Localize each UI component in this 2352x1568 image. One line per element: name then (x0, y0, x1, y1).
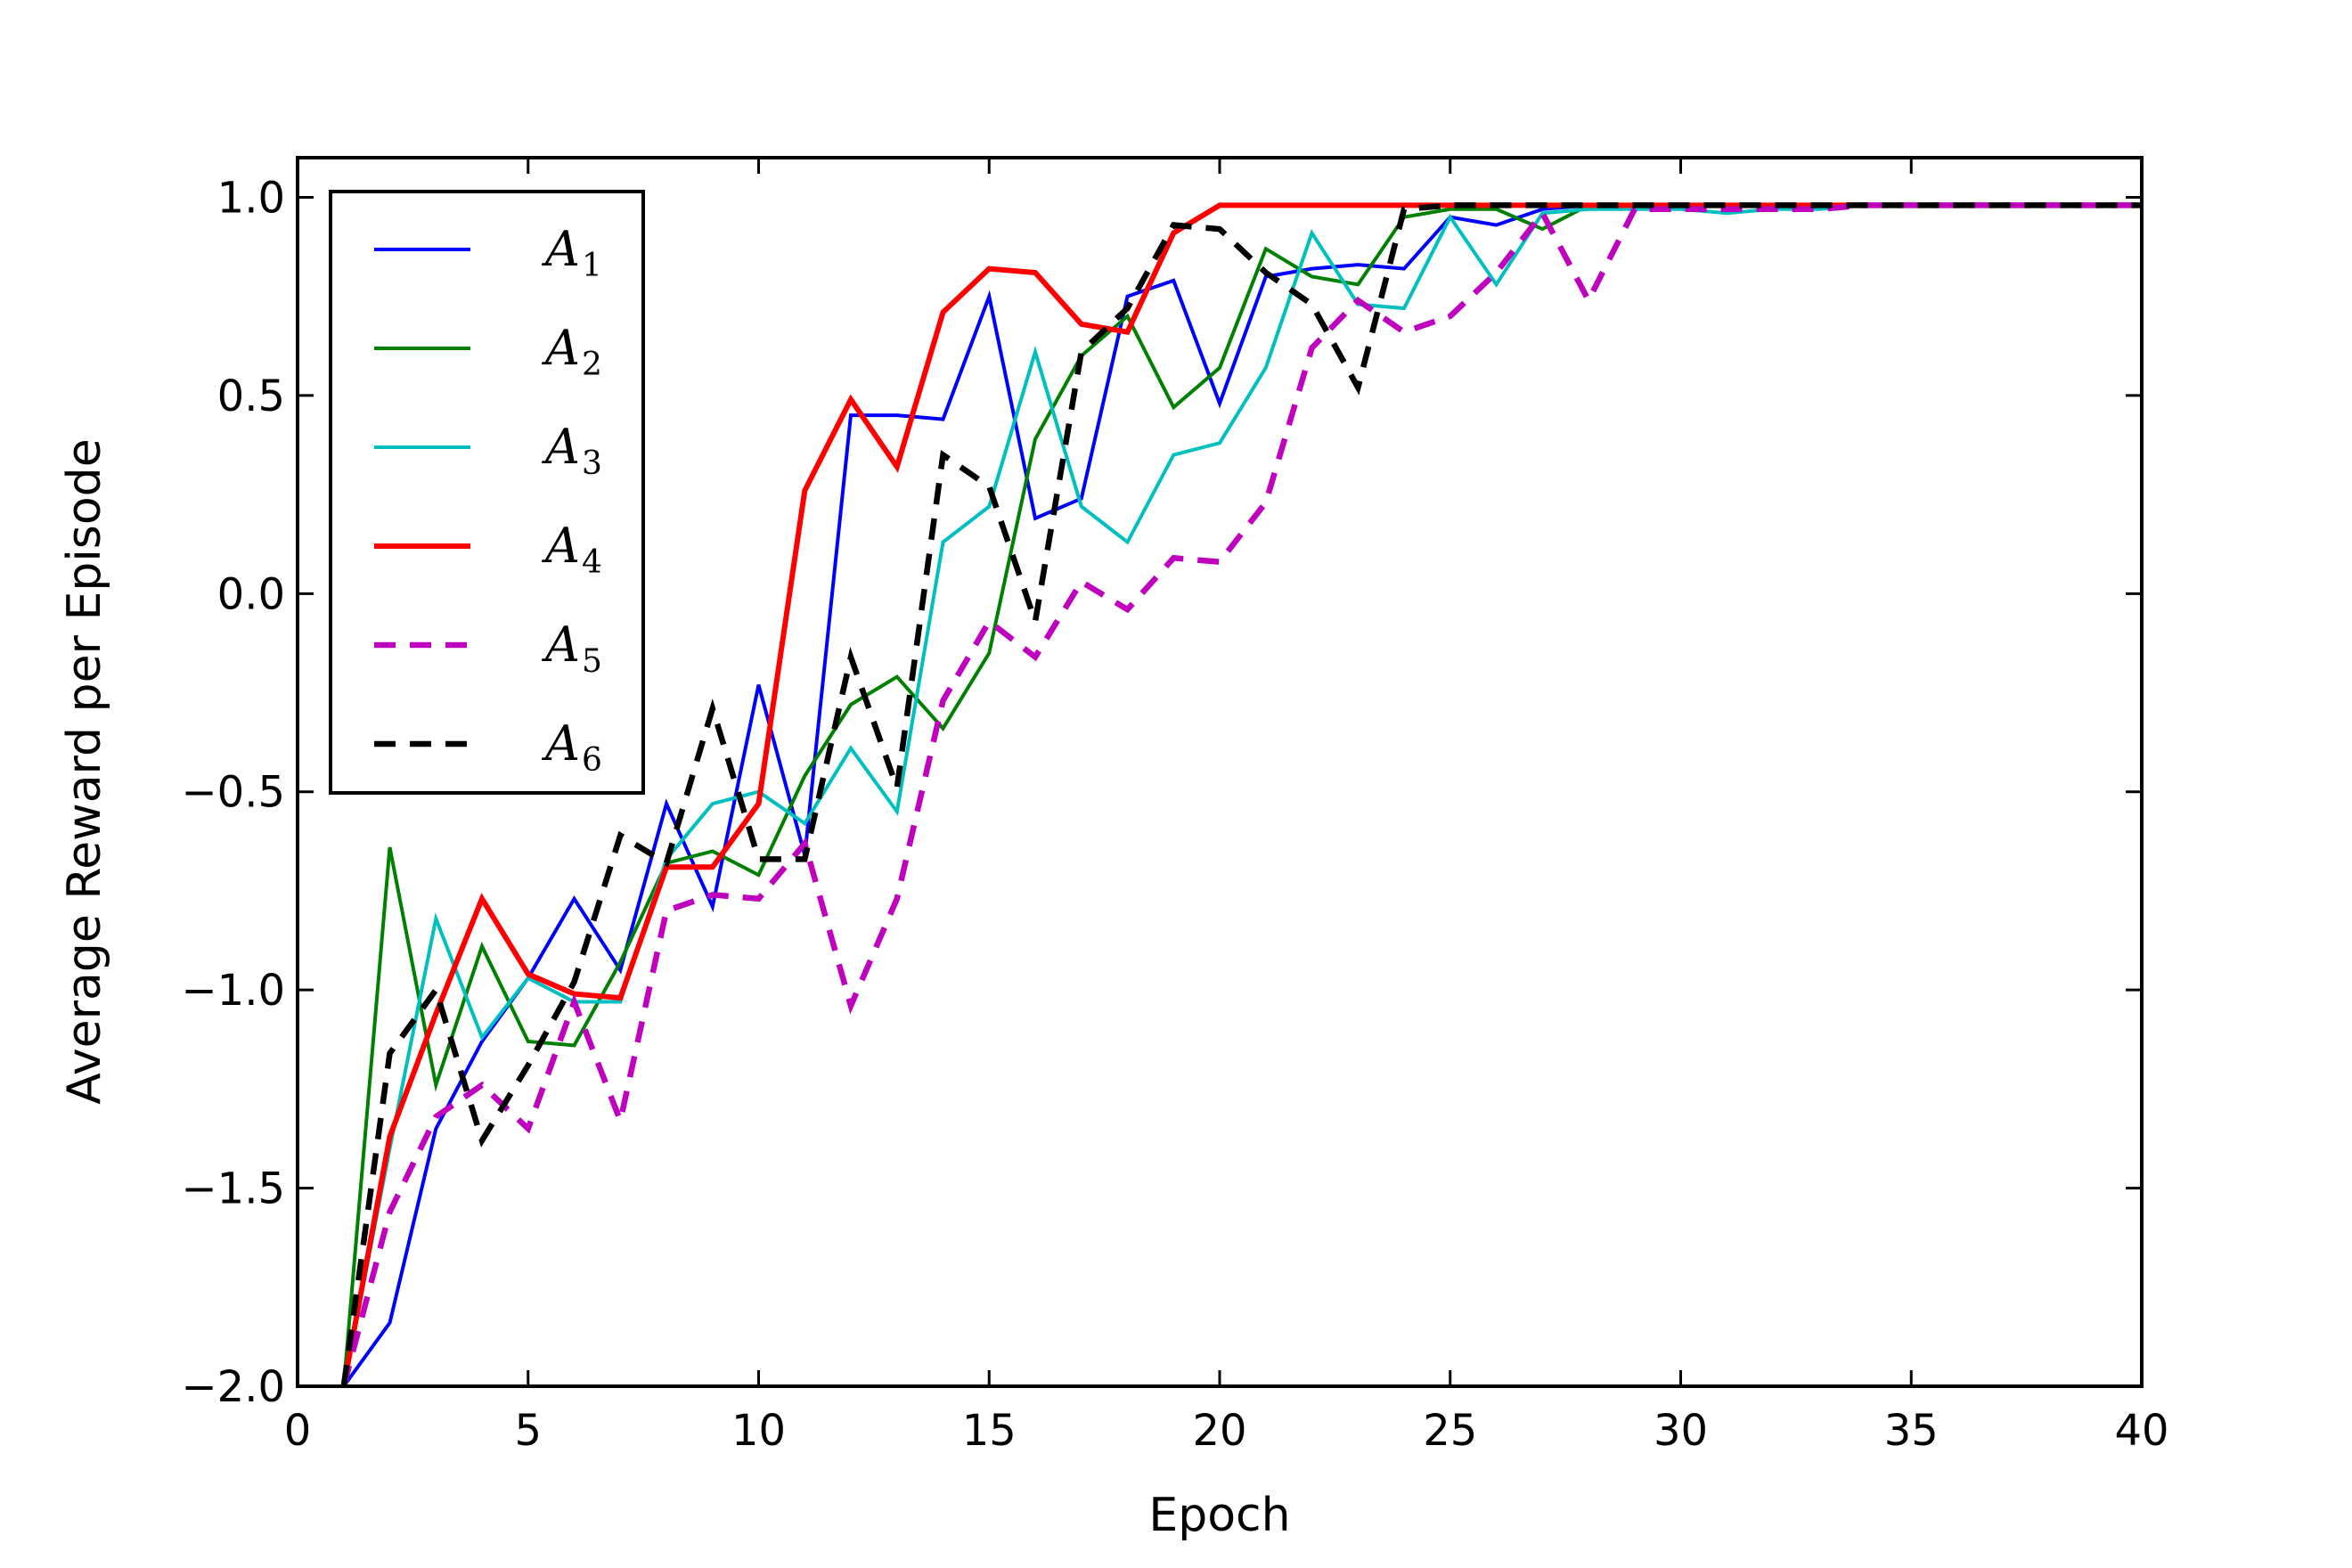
y-axis-label: Average Reward per Episode (58, 438, 111, 1104)
legend-frame (329, 190, 645, 795)
y-tick-label: −2.0 (181, 1362, 285, 1412)
x-tick-label: 20 (1192, 1406, 1246, 1456)
x-tick-label: 40 (2114, 1406, 2168, 1456)
series-line-a5 (340, 202, 2142, 1386)
x-tick-label: 35 (1884, 1406, 1939, 1456)
y-tick-label: 1.0 (217, 173, 285, 223)
x-axis-label: Epoch (1148, 1489, 1290, 1542)
legend-label-a1: A1 (541, 221, 602, 284)
legend-label-a6: A6 (541, 715, 602, 779)
x-tick-label: 25 (1423, 1406, 1477, 1456)
y-tick-label: −0.5 (181, 768, 285, 818)
legend-label-a4: A4 (541, 518, 602, 581)
x-tick-label: 5 (514, 1406, 542, 1456)
y-tick-label: 0.0 (217, 569, 285, 619)
x-tick-label: 15 (962, 1406, 1017, 1456)
legend-label-a5: A5 (541, 617, 602, 680)
series-line-a6 (340, 202, 2142, 1386)
x-tick-label: 0 (284, 1406, 312, 1456)
x-tick-labels: 0 5 10 15 20 25 30 35 40 (284, 1406, 2169, 1456)
y-tick-label: 0.5 (217, 372, 285, 421)
x-tick-label: 10 (731, 1406, 786, 1456)
series-layer (340, 202, 2142, 1386)
plot-frame (296, 156, 2144, 1388)
y-tick-labels: −2.0 −1.5 −1.0 −0.5 0.0 0.5 1.0 (181, 173, 285, 1412)
legend-label-a2: A2 (541, 320, 602, 383)
y-tick-label: −1.5 (181, 1164, 285, 1214)
legend-label-a3: A3 (541, 419, 602, 482)
x-tick-label: 30 (1654, 1406, 1708, 1456)
legend: A1 A2 A3 A4 A5 A6 (329, 190, 645, 795)
y-tick-label: −1.0 (181, 966, 285, 1016)
